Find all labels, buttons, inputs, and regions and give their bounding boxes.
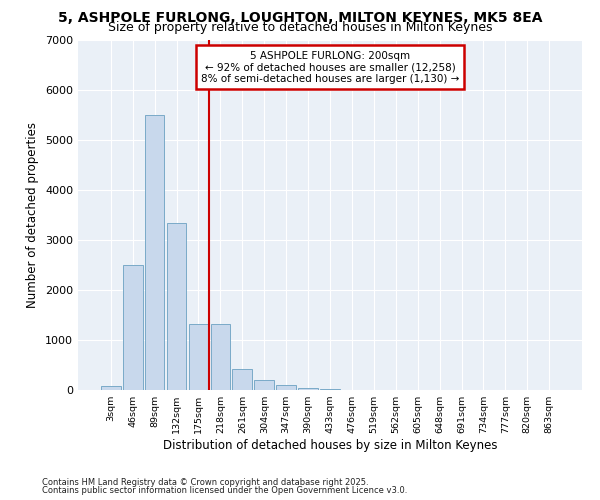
Bar: [232, 369, 252, 390]
Text: Contains HM Land Registry data © Crown copyright and database right 2025.: Contains HM Land Registry data © Crown c…: [42, 478, 368, 487]
Bar: [254, 380, 274, 390]
Bar: [211, 324, 230, 390]
Bar: [276, 385, 296, 390]
X-axis label: Distribution of detached houses by size in Milton Keynes: Distribution of detached houses by size …: [163, 439, 497, 452]
Text: Contains public sector information licensed under the Open Government Licence v3: Contains public sector information licen…: [42, 486, 407, 495]
Bar: [145, 115, 164, 390]
Bar: [320, 389, 340, 390]
Text: 5 ASHPOLE FURLONG: 200sqm
← 92% of detached houses are smaller (12,258)
8% of se: 5 ASHPOLE FURLONG: 200sqm ← 92% of detac…: [201, 50, 459, 84]
Bar: [123, 265, 143, 390]
Bar: [167, 222, 187, 390]
Y-axis label: Number of detached properties: Number of detached properties: [26, 122, 40, 308]
Text: 5, ASHPOLE FURLONG, LOUGHTON, MILTON KEYNES, MK5 8EA: 5, ASHPOLE FURLONG, LOUGHTON, MILTON KEY…: [58, 11, 542, 25]
Bar: [188, 324, 208, 390]
Bar: [101, 386, 121, 390]
Bar: [298, 388, 318, 390]
Text: Size of property relative to detached houses in Milton Keynes: Size of property relative to detached ho…: [108, 22, 492, 35]
